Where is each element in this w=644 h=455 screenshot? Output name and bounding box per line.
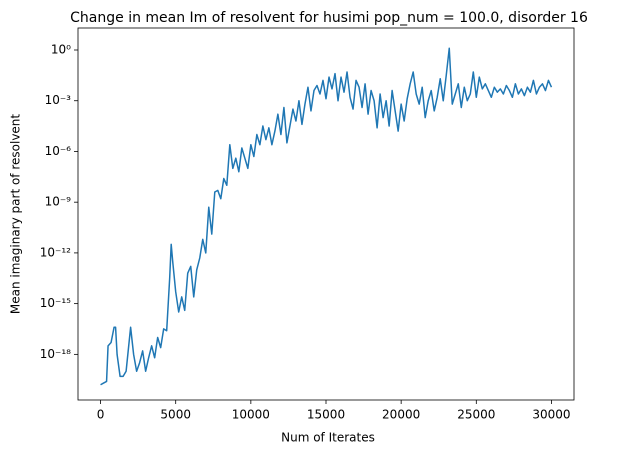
- x-tick-label: 30000: [532, 408, 570, 422]
- y-tick-label: 10⁻³: [45, 93, 72, 107]
- x-tick-label: 10000: [232, 408, 270, 422]
- y-tick-label: 10⁻⁶: [45, 144, 72, 158]
- x-tick-label: 5000: [160, 408, 191, 422]
- chart-title: Change in mean Im of resolvent for husim…: [70, 10, 588, 26]
- x-tick-label: 25000: [457, 408, 495, 422]
- y-tick-label: 10⁻¹⁸: [40, 347, 71, 361]
- x-tick-label: 20000: [382, 408, 420, 422]
- data-line: [100, 47, 553, 386]
- plot-frame: [77, 27, 575, 401]
- x-tick-label: 15000: [307, 408, 345, 422]
- x-axis-label: Num of Iterates: [281, 431, 375, 445]
- y-axis-label: Mean imaginary part of resolvent: [9, 114, 23, 315]
- y-tick-label: 10⁰: [51, 42, 71, 56]
- y-tick-label: 10⁻¹²: [40, 245, 71, 259]
- x-tick-label: 0: [97, 408, 105, 422]
- y-tick-label: 10⁻¹⁵: [40, 296, 71, 310]
- y-tick-label: 10⁻⁹: [45, 195, 72, 209]
